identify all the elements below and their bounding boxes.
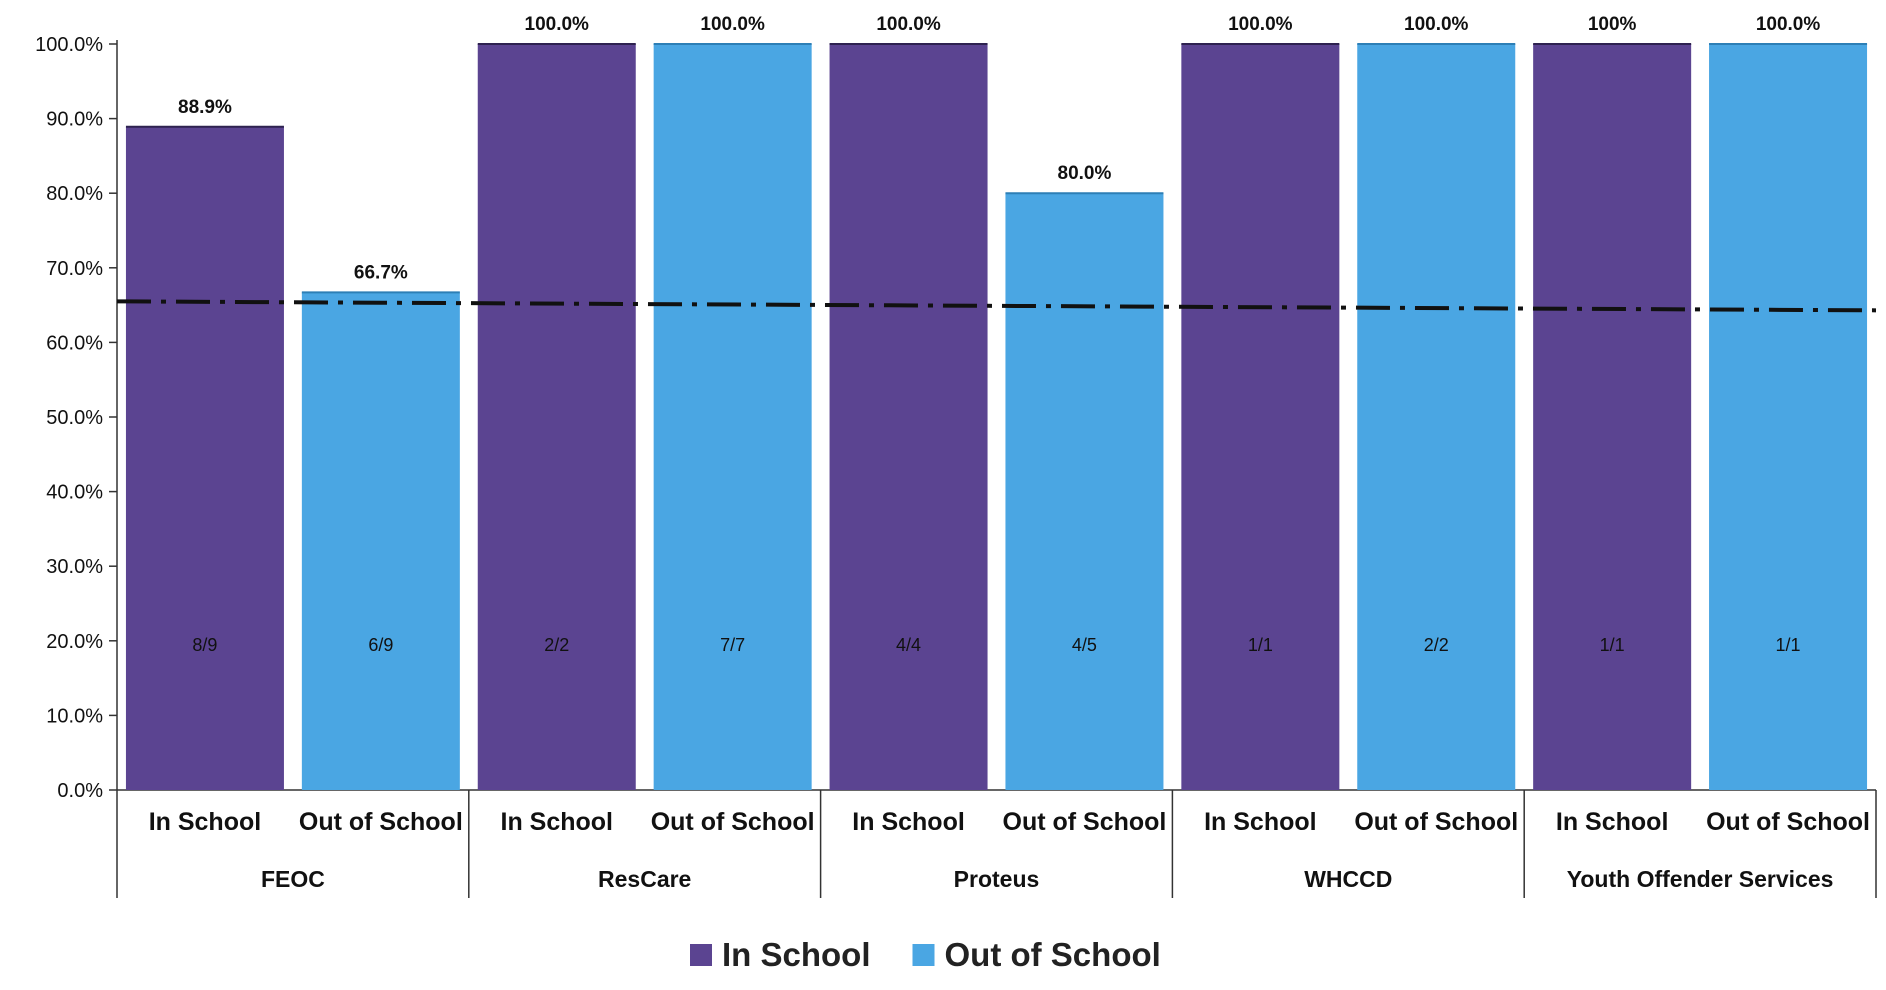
bar <box>1357 44 1515 790</box>
y-tick-label: 0.0% <box>57 780 103 802</box>
legend-swatch <box>913 944 935 966</box>
value-label: 80.0% <box>1058 163 1112 184</box>
value-label: 100.0% <box>525 14 590 35</box>
bars <box>126 44 1867 790</box>
category-label: In School <box>1556 808 1669 836</box>
value-label: 66.7% <box>354 262 408 283</box>
category-label: In School <box>1204 808 1317 836</box>
category-label: In School <box>501 808 614 836</box>
fraction-label: 4/4 <box>896 635 921 655</box>
bar <box>478 44 636 790</box>
group-label: ResCare <box>598 866 691 892</box>
fraction-label: 6/9 <box>368 635 393 655</box>
bar <box>654 44 812 790</box>
category-label: Out of School <box>1003 808 1167 836</box>
fraction-label: 4/5 <box>1072 635 1097 655</box>
fraction-label: 2/2 <box>544 635 569 655</box>
x-axis-labels: In School Out of School FEOC In School Out o… <box>149 808 1870 892</box>
legend-label: Out of School <box>945 936 1161 973</box>
fraction-label: 7/7 <box>720 635 745 655</box>
value-label: 88.9% <box>178 97 232 118</box>
value-label: 100.0% <box>876 14 941 35</box>
fraction-label: 8/9 <box>192 635 217 655</box>
group-label: Proteus <box>954 866 1040 892</box>
value-label: 100% <box>1588 14 1637 35</box>
group-label: WHCCD <box>1304 866 1392 892</box>
bar <box>1709 44 1867 790</box>
bar <box>1181 44 1339 790</box>
y-tick-label: 10.0% <box>46 705 103 727</box>
y-tick-label: 50.0% <box>46 407 103 429</box>
category-label: Out of School <box>1354 808 1518 836</box>
category-label: Out of School <box>299 808 463 836</box>
y-tick-label: 90.0% <box>46 109 103 131</box>
fraction-label: 1/1 <box>1248 635 1273 655</box>
category-label: Out of School <box>651 808 815 836</box>
y-tick-label: 60.0% <box>46 332 103 354</box>
bar <box>302 292 460 790</box>
bar <box>126 127 284 790</box>
value-label: 100.0% <box>1756 14 1821 35</box>
y-tick-label: 100.0% <box>35 34 103 56</box>
y-tick-label: 30.0% <box>46 556 103 578</box>
value-label: 100.0% <box>700 14 765 35</box>
bar <box>1005 193 1163 790</box>
category-label: In School <box>149 808 262 836</box>
bar <box>1533 44 1691 790</box>
y-tick-label: 70.0% <box>46 258 103 280</box>
y-tick-label: 40.0% <box>46 482 103 504</box>
group-label: FEOC <box>261 866 325 892</box>
legend: In School Out of School <box>690 936 1161 973</box>
y-tick-label: 80.0% <box>46 183 103 205</box>
bar <box>830 44 988 790</box>
fraction-label: 2/2 <box>1424 635 1449 655</box>
legend-label: In School <box>722 936 871 973</box>
legend-swatch <box>690 944 712 966</box>
value-label: 100.0% <box>1228 14 1293 35</box>
value-label: 100.0% <box>1404 14 1469 35</box>
group-label: Youth Offender Services <box>1567 866 1834 892</box>
category-label: Out of School <box>1706 808 1870 836</box>
category-label: In School <box>852 808 965 836</box>
y-tick-label: 20.0% <box>46 631 103 653</box>
fraction-label: 1/1 <box>1600 635 1625 655</box>
fraction-label: 1/1 <box>1776 635 1801 655</box>
